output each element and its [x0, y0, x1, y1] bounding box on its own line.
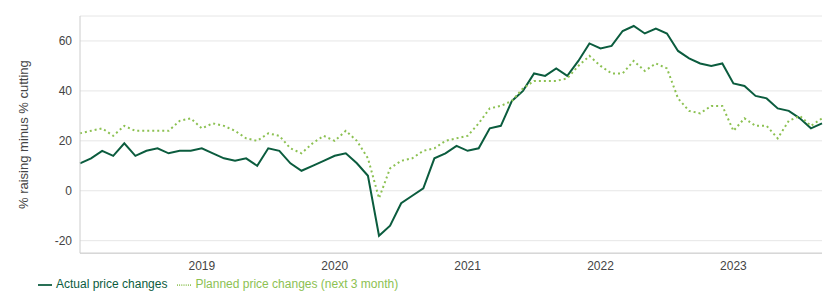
svg-text:% raising minus % cutting: % raising minus % cutting: [16, 60, 31, 209]
svg-text:20: 20: [59, 134, 73, 148]
svg-text:40: 40: [59, 84, 73, 98]
svg-text:2022: 2022: [587, 259, 614, 273]
html-text:Actual price changes: Actual price changes: [56, 277, 168, 292]
svg-text:2023: 2023: [720, 259, 747, 273]
svg-text:-20: -20: [55, 234, 73, 248]
html-text:Planned price changes (next 3: Planned price changes (next 3 month): [195, 277, 399, 292]
svg-text:2020: 2020: [321, 259, 348, 273]
svg-text:60: 60: [59, 34, 73, 48]
svg-text:2019: 2019: [188, 259, 215, 273]
svg-text:2021: 2021: [454, 259, 481, 273]
svg-text:0: 0: [65, 184, 72, 198]
